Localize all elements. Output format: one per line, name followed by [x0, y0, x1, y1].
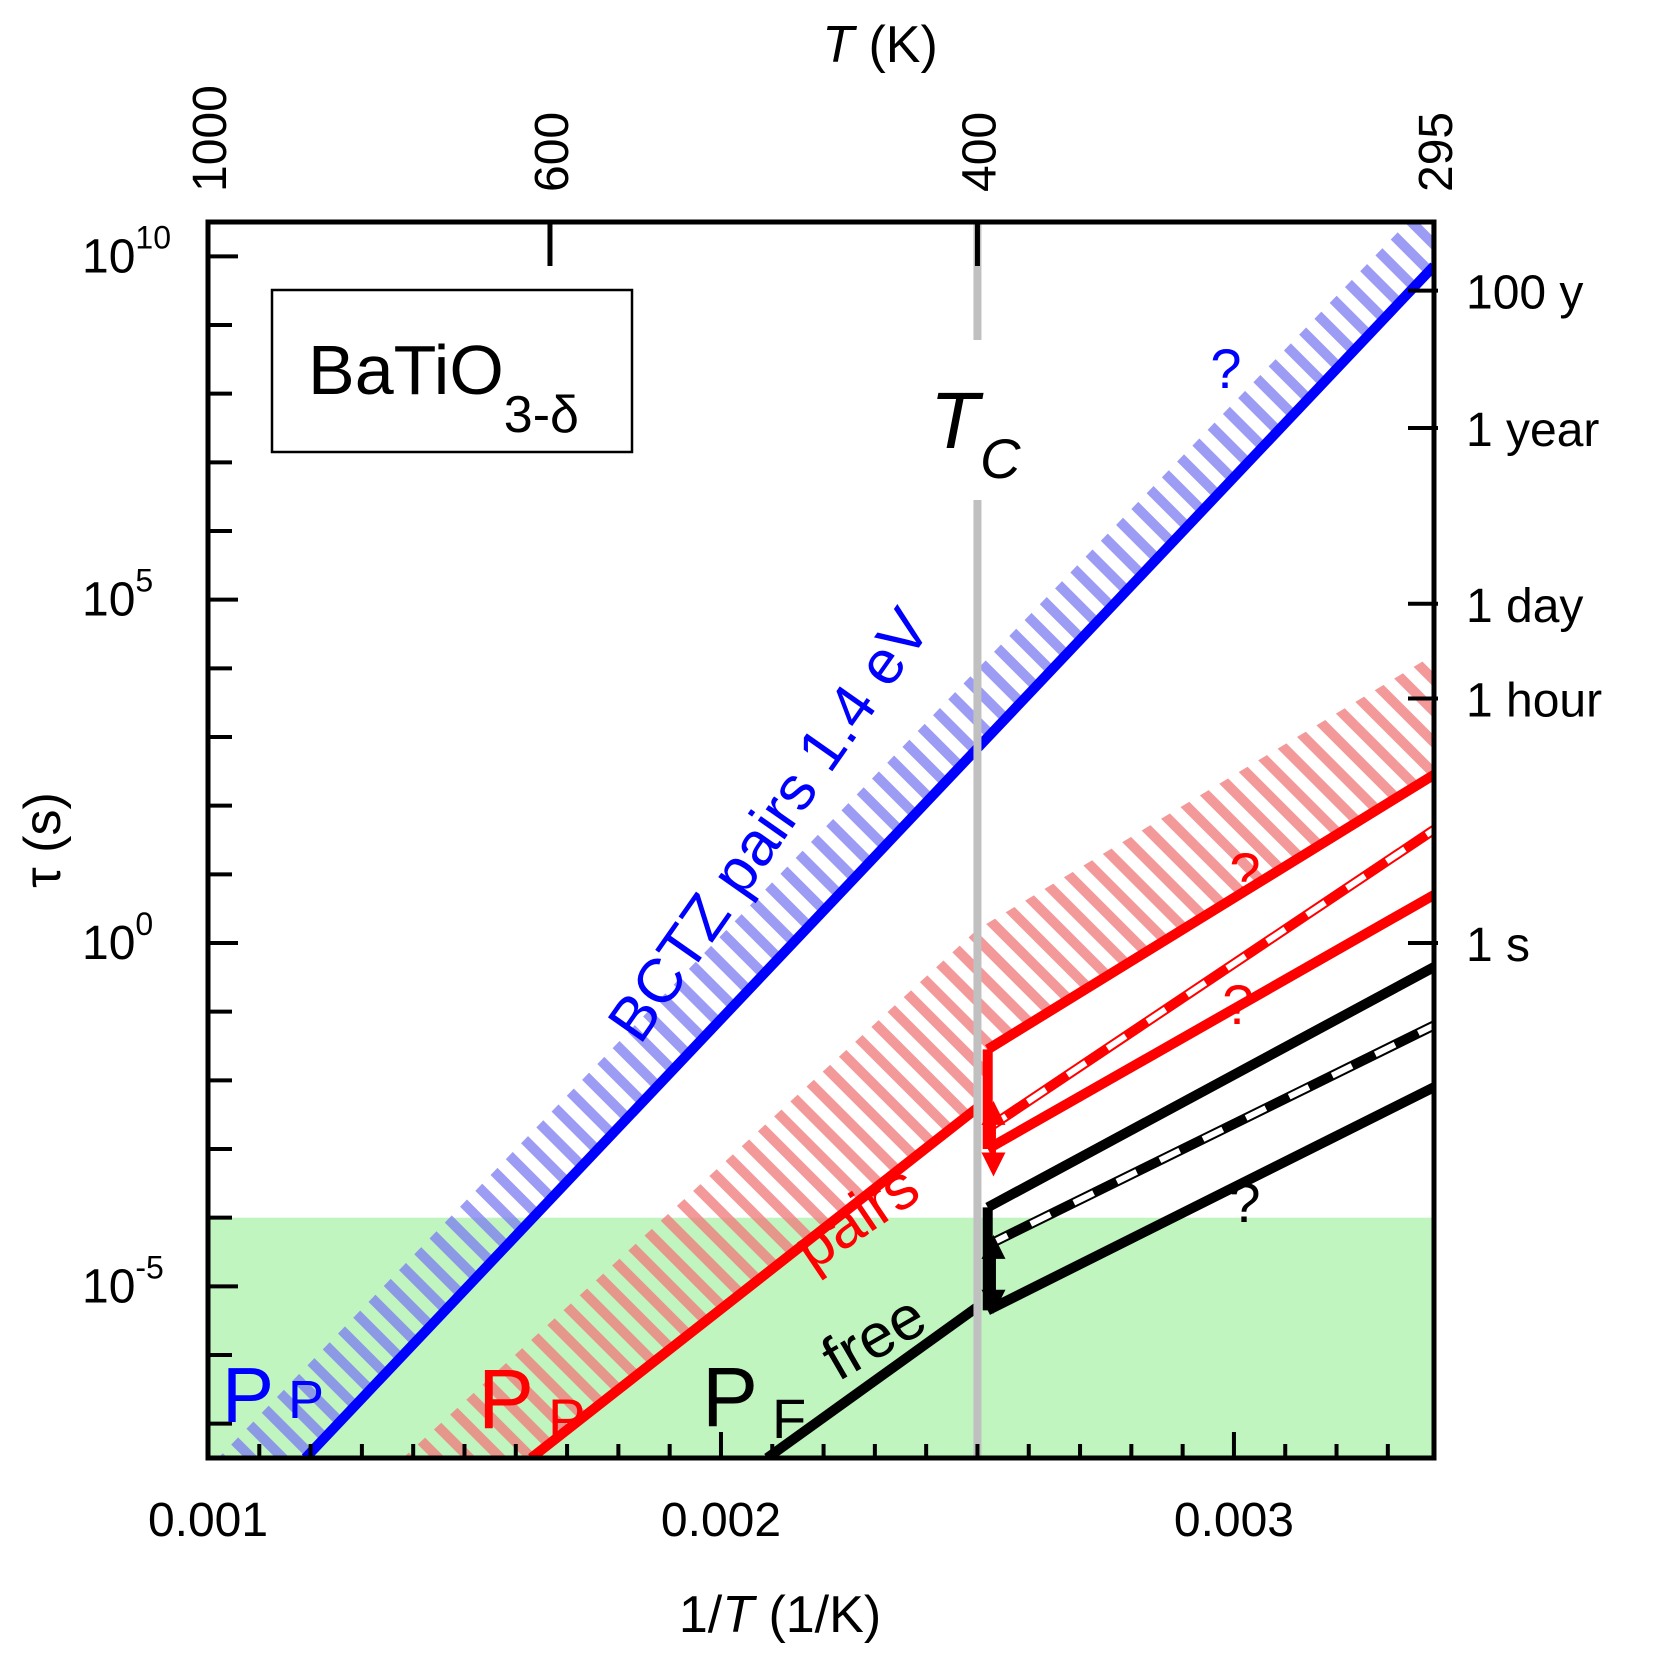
right-axis-label: 1 year — [1466, 404, 1599, 457]
x-tick-label: 0.003 — [1174, 1494, 1294, 1547]
jump-arrow-head-down-1 — [981, 1289, 1006, 1314]
series-line-2 — [764, 1302, 981, 1458]
x-axis-title-var: T — [722, 1586, 757, 1644]
top-axis-title: T (K) — [822, 16, 938, 74]
pp-red-main: P — [478, 1352, 534, 1446]
top-axis-title-var: T — [822, 16, 857, 74]
series-line-6 — [985, 962, 1434, 1212]
top-tick-label: 295 — [1410, 112, 1463, 192]
sample-label-box: BaTiO3-δ — [270, 288, 634, 454]
x-tick-label: 0.001 — [148, 1494, 268, 1547]
axis-ticks — [205, 222, 1438, 1458]
series-line-8 — [985, 1082, 1434, 1315]
y-tick-label: 10-5 — [82, 1249, 164, 1313]
question-mark-black: ? — [1229, 1171, 1260, 1234]
right-axis-label: 1 hour — [1466, 675, 1602, 728]
svg-text:BaTiO3-δ: BaTiO3-δ — [308, 331, 579, 444]
sample-subscript: 3-δ — [504, 386, 579, 444]
y-axis-title: τ (s) — [14, 792, 72, 888]
y-tick-label: 100 — [82, 906, 153, 970]
x-tick-label: 0.002 — [661, 1494, 781, 1547]
series-line-5 — [985, 890, 1434, 1154]
tc-label: T C — [930, 376, 1021, 490]
pp-blue-sub: P — [288, 1370, 324, 1430]
pairs-uncertainty-hatch — [402, 654, 1434, 1458]
series-dash-overlay-7 — [986, 1022, 1434, 1248]
top-axis-title-unit: (K) — [854, 16, 938, 74]
series-layer — [301, 262, 1434, 1458]
top-tick-label: 1000 — [184, 85, 237, 192]
question-mark-red-upper: ? — [1229, 841, 1260, 904]
plot-frame — [205, 219, 1437, 1461]
right-axis-label: 1 s — [1466, 919, 1530, 972]
pp-red-sub: P — [548, 1387, 585, 1450]
series-line-0 — [301, 262, 1434, 1458]
question-mark-blue: ? — [1210, 337, 1241, 400]
pf-main: P — [702, 1350, 758, 1444]
bctz-uncertainty-hatch — [218, 222, 1434, 1458]
pp-red-label: P P — [478, 1352, 585, 1450]
right-axis-label: 100 y — [1466, 267, 1583, 320]
top-tick-label: 400 — [953, 112, 1006, 192]
series-dash-overlay-4 — [986, 827, 1434, 1131]
x-axis-title-unit: (1/K) — [754, 1586, 881, 1644]
question-mark-red-lower: ? — [1222, 973, 1253, 1036]
jump-arrow-head-up-0 — [981, 1100, 1006, 1125]
x-axis-title: 1/T (1/K) — [679, 1586, 881, 1644]
tc-jump-arrows — [981, 1100, 1006, 1314]
series-line-3 — [985, 770, 1434, 1054]
tc-label-sub: C — [980, 427, 1021, 490]
right-axis-label: 1 day — [1466, 580, 1583, 633]
plot-area — [208, 222, 1434, 1458]
y-tick-label: 105 — [82, 563, 153, 627]
pf-label: P F — [702, 1350, 806, 1450]
x-axis-title-prefix: 1/ — [679, 1586, 723, 1644]
y-tick-label: 1010 — [82, 219, 171, 283]
tc-label-main: T — [930, 376, 984, 465]
pp-blue-label: P P — [222, 1351, 324, 1439]
sample-formula: BaTiO — [308, 331, 504, 409]
series-line-1 — [528, 1103, 981, 1458]
pf-sub: F — [772, 1387, 806, 1450]
axis-tick-labels: 0.001 0.002 0.003 1000 600 400 295 1010 105 100 10… — [82, 85, 1602, 1547]
top-tick-label: 600 — [526, 112, 579, 192]
jump-arrow-head-down-0 — [981, 1152, 1006, 1177]
pp-blue-main: P — [222, 1351, 274, 1439]
jump-arrow-head-up-1 — [981, 1234, 1006, 1259]
